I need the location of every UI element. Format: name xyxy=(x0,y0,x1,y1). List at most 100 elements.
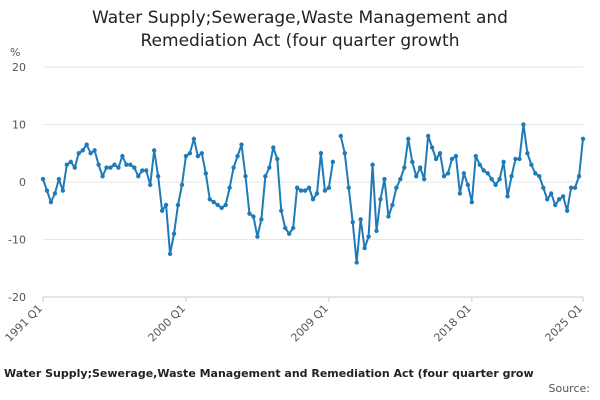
data-point[interactable] xyxy=(469,199,475,205)
data-point[interactable] xyxy=(370,162,375,167)
data-point[interactable] xyxy=(207,197,212,202)
data-point[interactable] xyxy=(92,148,97,153)
data-point[interactable] xyxy=(378,197,383,202)
data-point[interactable] xyxy=(445,171,451,176)
data-point[interactable] xyxy=(120,153,125,159)
data-point[interactable] xyxy=(148,182,153,188)
data-point[interactable] xyxy=(560,194,566,199)
data-point[interactable] xyxy=(159,208,165,213)
data-point[interactable] xyxy=(509,174,514,179)
data-point[interactable] xyxy=(112,162,117,167)
data-point[interactable] xyxy=(255,234,260,239)
data-point[interactable] xyxy=(235,153,240,159)
data-point[interactable] xyxy=(211,199,216,205)
data-point[interactable] xyxy=(433,156,439,162)
data-point[interactable] xyxy=(533,171,538,176)
data-point[interactable] xyxy=(465,182,471,188)
data-point[interactable] xyxy=(568,185,574,190)
data-point[interactable] xyxy=(231,165,236,170)
data-point[interactable] xyxy=(171,231,177,236)
data-point[interactable] xyxy=(322,188,328,193)
data-point[interactable] xyxy=(88,151,93,156)
data-point[interactable] xyxy=(314,191,320,196)
data-point[interactable] xyxy=(310,197,316,202)
data-point[interactable] xyxy=(501,159,506,165)
data-point[interactable] xyxy=(64,162,70,167)
data-point[interactable] xyxy=(521,122,526,127)
data-point[interactable] xyxy=(564,208,570,213)
data-point[interactable] xyxy=(219,205,224,211)
data-point[interactable] xyxy=(390,202,395,208)
data-point[interactable] xyxy=(457,191,463,196)
data-point[interactable] xyxy=(279,208,284,213)
data-point[interactable] xyxy=(342,151,347,156)
data-point[interactable] xyxy=(271,145,276,150)
data-point[interactable] xyxy=(477,162,482,167)
data-point[interactable] xyxy=(497,176,502,182)
data-point[interactable] xyxy=(354,260,359,265)
data-point[interactable] xyxy=(179,182,185,188)
data-point[interactable] xyxy=(60,188,66,193)
data-point[interactable] xyxy=(421,176,427,182)
data-point[interactable] xyxy=(195,153,201,159)
data-point[interactable] xyxy=(461,171,467,176)
data-point[interactable] xyxy=(513,156,518,162)
data-point[interactable] xyxy=(298,188,304,193)
data-point[interactable] xyxy=(493,182,498,188)
data-point[interactable] xyxy=(441,174,447,179)
data-point[interactable] xyxy=(473,153,478,159)
data-point[interactable] xyxy=(358,217,363,222)
data-point[interactable] xyxy=(505,194,510,199)
data-point[interactable] xyxy=(553,202,558,208)
data-point[interactable] xyxy=(294,185,300,190)
data-point[interactable] xyxy=(489,176,494,182)
data-point[interactable] xyxy=(429,145,435,150)
data-point[interactable] xyxy=(286,231,292,236)
data-point[interactable] xyxy=(410,159,415,165)
data-point[interactable] xyxy=(76,151,81,156)
data-point[interactable] xyxy=(187,151,193,156)
data-point[interactable] xyxy=(572,185,578,190)
data-point[interactable] xyxy=(116,165,121,170)
data-point[interactable] xyxy=(140,168,145,173)
data-point[interactable] xyxy=(394,185,399,190)
data-point[interactable] xyxy=(437,151,443,156)
data-point[interactable] xyxy=(175,202,181,208)
data-point[interactable] xyxy=(44,188,50,193)
data-point[interactable] xyxy=(267,165,272,170)
data-point[interactable] xyxy=(56,176,62,182)
data-point[interactable] xyxy=(346,185,351,190)
data-point[interactable] xyxy=(406,136,411,142)
data-point[interactable] xyxy=(318,151,324,156)
data-point[interactable] xyxy=(100,174,105,179)
data-point[interactable] xyxy=(136,174,141,179)
data-point[interactable] xyxy=(215,202,220,208)
data-point[interactable] xyxy=(545,197,550,202)
data-point[interactable] xyxy=(124,162,129,167)
data-point[interactable] xyxy=(283,225,288,231)
data-point[interactable] xyxy=(350,220,355,225)
data-point[interactable] xyxy=(183,153,189,159)
data-point[interactable] xyxy=(580,136,586,142)
data-point[interactable] xyxy=(108,165,113,170)
data-point[interactable] xyxy=(453,153,459,159)
data-point[interactable] xyxy=(326,185,332,190)
data-point[interactable] xyxy=(525,151,530,156)
data-point[interactable] xyxy=(398,176,403,182)
data-point[interactable] xyxy=(556,197,562,202)
data-point[interactable] xyxy=(529,162,534,167)
data-point[interactable] xyxy=(155,174,161,179)
data-point[interactable] xyxy=(104,165,109,170)
data-point[interactable] xyxy=(425,133,431,139)
data-point[interactable] xyxy=(48,199,54,205)
data-point[interactable] xyxy=(96,162,101,167)
data-point[interactable] xyxy=(418,165,423,170)
data-point[interactable] xyxy=(223,202,228,208)
data-point[interactable] xyxy=(481,168,486,173)
data-point[interactable] xyxy=(251,214,256,219)
data-point[interactable] xyxy=(366,234,371,239)
data-point[interactable] xyxy=(128,162,133,167)
data-point[interactable] xyxy=(402,165,407,170)
data-point[interactable] xyxy=(386,214,391,219)
data-point[interactable] xyxy=(290,225,296,231)
